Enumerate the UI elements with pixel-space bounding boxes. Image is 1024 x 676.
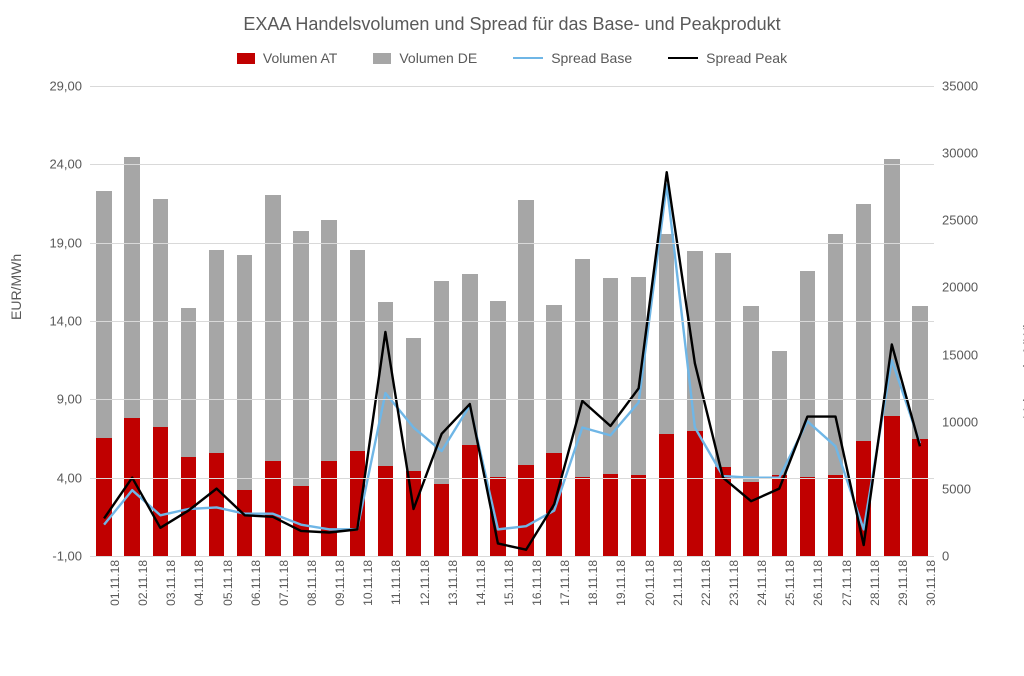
- x-tick-label: 19.11.18: [614, 560, 628, 606]
- grid-line: [90, 321, 934, 322]
- y2-tick-label: 35000: [934, 79, 978, 94]
- line-spread-peak: [104, 172, 920, 550]
- legend-label: Volumen AT: [263, 50, 337, 66]
- legend-item: Volumen DE: [373, 50, 477, 66]
- grid-line: [90, 478, 934, 479]
- y2-tick-label: 5000: [934, 481, 971, 496]
- x-tick-label: 10.11.18: [361, 560, 375, 606]
- y2-tick-label: 30000: [934, 146, 978, 161]
- y2-tick-label: 15000: [934, 347, 978, 362]
- x-tick-label: 27.11.18: [840, 560, 854, 606]
- x-tick-label: 09.11.18: [333, 560, 347, 606]
- x-tick-label: 01.11.18: [108, 560, 122, 606]
- y1-tick-label: 9,00: [57, 392, 90, 407]
- grid-line: [90, 399, 934, 400]
- x-tick-label: 08.11.18: [305, 560, 319, 606]
- x-tick-label: 17.11.18: [558, 560, 572, 606]
- y2-tick-label: 10000: [934, 414, 978, 429]
- y1-tick-label: 24,00: [49, 157, 90, 172]
- y2-tick-label: 20000: [934, 280, 978, 295]
- x-tick-label: 05.11.18: [221, 560, 235, 606]
- x-tick-label: 11.11.18: [389, 560, 403, 605]
- y1-tick-label: 14,00: [49, 314, 90, 329]
- x-tick-label: 16.11.18: [530, 560, 544, 606]
- x-tick-label: 06.11.18: [249, 560, 263, 606]
- plot-area: -1,004,009,0014,0019,0024,0029,000500010…: [90, 86, 934, 556]
- y1-tick-label: -1,00: [52, 549, 90, 564]
- x-tick-label: 21.11.18: [671, 560, 685, 606]
- legend-item: Spread Peak: [668, 50, 787, 66]
- grid-line: [90, 86, 934, 87]
- y1-axis-label: EUR/MWh: [8, 254, 24, 320]
- x-tick-label: 07.11.18: [277, 560, 291, 606]
- legend-swatch-box: [373, 53, 391, 64]
- x-tick-label: 25.11.18: [783, 560, 797, 606]
- legend-swatch-line: [513, 57, 543, 60]
- x-tick-label: 23.11.18: [727, 560, 741, 606]
- x-tick-label: 26.11.18: [811, 560, 825, 606]
- y1-tick-label: 19,00: [49, 235, 90, 250]
- x-tick-label: 22.11.18: [699, 560, 713, 606]
- y1-tick-label: 4,00: [57, 470, 90, 485]
- legend-swatch-box: [237, 53, 255, 64]
- x-tick-label: 02.11.18: [136, 560, 150, 606]
- x-tick-label: 13.11.18: [446, 560, 460, 606]
- legend-item: Volumen AT: [237, 50, 337, 66]
- grid-line: [90, 556, 934, 557]
- x-tick-label: 28.11.18: [868, 560, 882, 606]
- legend-label: Volumen DE: [399, 50, 477, 66]
- x-tick-label: 30.11.18: [924, 560, 938, 606]
- x-tick-label: 20.11.18: [643, 560, 657, 606]
- legend-label: Spread Peak: [706, 50, 787, 66]
- legend-label: Spread Base: [551, 50, 632, 66]
- x-tick-label: 04.11.18: [192, 560, 206, 606]
- grid-line: [90, 243, 934, 244]
- legend: Volumen AT Volumen DE Spread Base Spread Pe…: [0, 50, 1024, 66]
- chart-container: EXAA Handelsvolumen und Spread für das B…: [0, 0, 1024, 676]
- legend-swatch-line: [668, 57, 698, 60]
- chart-title: EXAA Handelsvolumen und Spread für das B…: [0, 14, 1024, 35]
- x-tick-label: 12.11.18: [418, 560, 432, 606]
- x-tick-label: 18.11.18: [586, 560, 600, 606]
- x-tick-label: 15.11.18: [502, 560, 516, 606]
- grid-line: [90, 164, 934, 165]
- x-tick-label: 24.11.18: [755, 560, 769, 606]
- x-tick-label: 29.11.18: [896, 560, 910, 606]
- x-tick-label: 14.11.18: [474, 560, 488, 606]
- x-tick-label: 03.11.18: [164, 560, 178, 606]
- y1-tick-label: 29,00: [49, 79, 90, 94]
- y2-axis-label: Volume in MWh: [1020, 320, 1024, 418]
- legend-item: Spread Base: [513, 50, 632, 66]
- y2-tick-label: 25000: [934, 213, 978, 228]
